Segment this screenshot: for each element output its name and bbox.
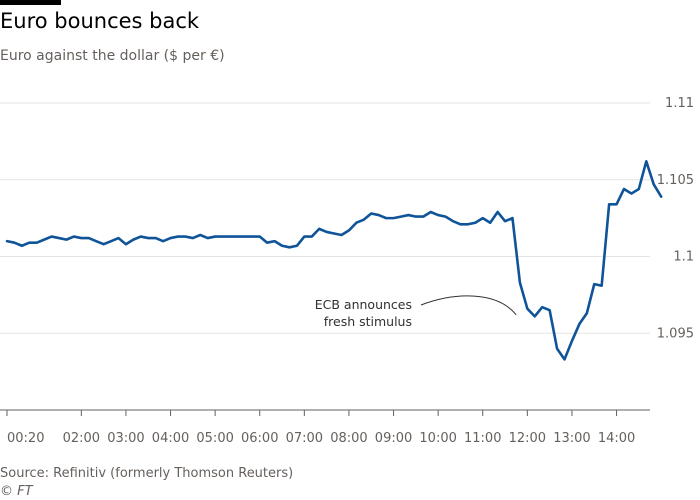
x-tick-label: 06:00 (241, 431, 278, 446)
y-tick-label: 1.1 (673, 250, 694, 265)
x-tick-label: 11:00 (464, 431, 501, 446)
y-tick-label: 1.11 (665, 96, 694, 111)
annotation-connector (420, 295, 517, 316)
x-tick-label: 13:00 (553, 431, 590, 446)
x-tick-label: 04:00 (152, 431, 189, 446)
annotation-label: ECB announces (315, 297, 412, 312)
x-tick-label: 09:00 (375, 431, 412, 446)
x-tick-label: 07:00 (286, 431, 323, 446)
x-tick-label: 03:00 (107, 431, 144, 446)
ft-top-rule (0, 0, 61, 5)
source-note: Source: Refinitiv (formerly Thomson Reut… (0, 466, 294, 481)
y-tick-label: 1.105 (657, 173, 694, 188)
x-tick-label: 10:00 (419, 431, 456, 446)
chart-subtitle: Euro against the dollar ($ per €) (0, 48, 225, 64)
annotation: ECB announces fresh stimulus (315, 295, 517, 329)
x-tick-label: 12:00 (509, 431, 546, 446)
x-tick-label: 02:00 (63, 431, 100, 446)
gridlines: 1.095 1.1 1.105 1.11 (0, 96, 694, 341)
x-tick-label: 00:20 (7, 431, 44, 446)
series-layer (5, 160, 663, 361)
copyright-note: © FT (0, 484, 33, 499)
series-line (5, 160, 663, 361)
x-tick-label: 14:00 (598, 431, 635, 446)
y-tick-label: 1.095 (657, 326, 694, 341)
chart-title: Euro bounces back (0, 9, 200, 33)
x-tick-label: 05:00 (196, 431, 233, 446)
x-axis: 00:20 02:00 03:00 04:00 05:00 06:00 07:00 08:00… (0, 409, 650, 446)
annotation-label: fresh stimulus (324, 314, 412, 329)
x-tick-label: 08:00 (330, 431, 367, 446)
